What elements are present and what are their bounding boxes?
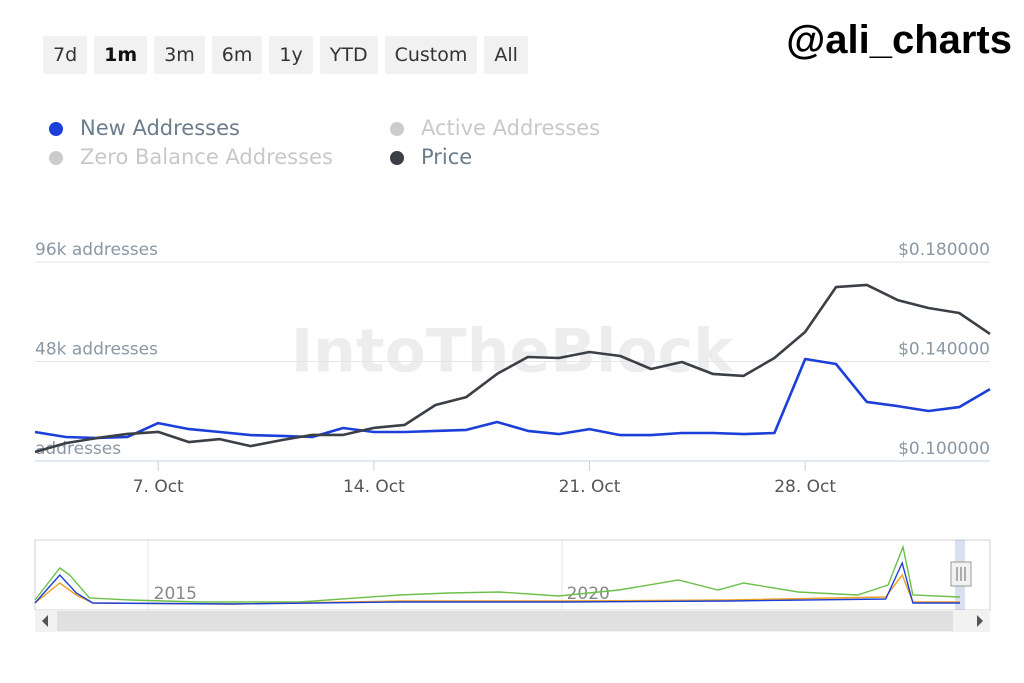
- range-button[interactable]: 6m: [211, 36, 263, 74]
- legend-marker[interactable]: [390, 151, 404, 165]
- x-tick-label: 14. Oct: [343, 477, 405, 497]
- y2-tick-label: $0.100000: [898, 439, 990, 459]
- range-button[interactable]: Custom: [384, 36, 478, 74]
- range-button[interactable]: YTD: [319, 36, 378, 74]
- range-button[interactable]: 7d: [43, 36, 88, 74]
- x-tick-label: 21. Oct: [559, 477, 621, 497]
- series-line: [34, 357, 991, 440]
- series-line: [34, 283, 991, 454]
- legend-marker[interactable]: [49, 122, 63, 136]
- legend-label[interactable]: Zero Balance Addresses: [80, 145, 333, 169]
- y-tick-label: addresses: [35, 439, 121, 459]
- scroll-right[interactable]: [977, 615, 983, 627]
- y-tick-label: 48k addresses: [35, 340, 158, 360]
- x-tick-label: 7. Oct: [133, 477, 184, 497]
- scrollbar-thumb[interactable]: [57, 611, 953, 631]
- range-button[interactable]: 1y: [269, 36, 313, 74]
- navigator-tick-label: 2015: [154, 584, 197, 604]
- range-selector: 7d 1m 3m 6m 1y YTD Custom All: [43, 36, 528, 74]
- y-tick-label: 96k addresses: [35, 240, 158, 260]
- y2-tick-label: $0.180000: [898, 240, 990, 260]
- y2-tick-label: $0.140000: [898, 340, 990, 360]
- navigator-line: [34, 573, 960, 605]
- legend-marker[interactable]: [390, 122, 404, 136]
- legend-label[interactable]: Price: [421, 145, 472, 169]
- watermark: IntoTheBlock: [291, 317, 735, 387]
- navigator-line: [34, 544, 961, 603]
- navigator-grip: [956, 567, 966, 581]
- navigator-line: [34, 560, 960, 605]
- author-handle: @ali_charts: [786, 18, 1012, 62]
- x-tick-label: 28. Oct: [774, 477, 836, 497]
- scroll-left[interactable]: [42, 615, 48, 627]
- range-button[interactable]: All: [484, 36, 528, 74]
- range-button[interactable]: 3m: [154, 36, 205, 74]
- legend-label[interactable]: New Addresses: [80, 116, 240, 140]
- legend-marker[interactable]: [49, 151, 63, 165]
- legend-label[interactable]: Active Addresses: [421, 116, 600, 140]
- navigator-tick-label: 2020: [567, 584, 610, 604]
- range-button[interactable]: 1m: [94, 36, 148, 74]
